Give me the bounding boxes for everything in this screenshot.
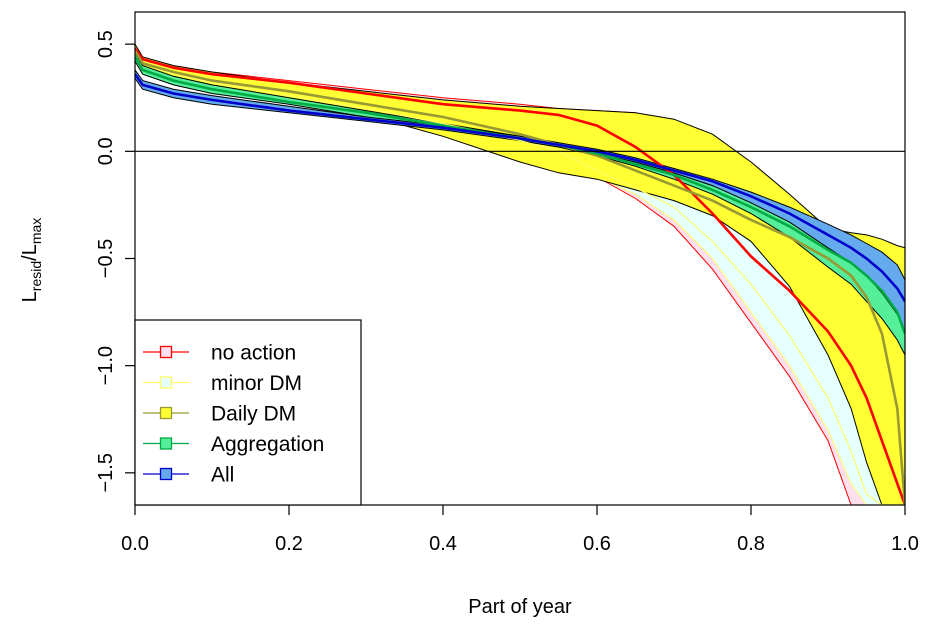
legend-swatch <box>159 467 173 481</box>
legend-label: no action <box>211 342 296 365</box>
legend-item-no-action: no action <box>143 342 296 365</box>
line-minor-dm <box>135 50 905 505</box>
x-tick-label: 0.2 <box>275 533 303 555</box>
x-axis: 0.0 0.2 0.4 0.6 0.8 1.0 <box>121 505 919 555</box>
legend-item-minor-dm: minor DM <box>143 372 302 395</box>
band-daily-dm <box>135 43 905 505</box>
legend-swatch <box>159 376 173 389</box>
y-axis-label-base: L <box>19 291 41 302</box>
x-tick-label: 0.8 <box>737 533 765 555</box>
y-tick-label: −1.5 <box>95 453 117 492</box>
y-axis-label: Lresid/Lmax <box>19 218 44 303</box>
x-tick-label: 0.6 <box>583 533 611 555</box>
legend-label: Daily DM <box>211 403 296 426</box>
line-aggregation <box>135 56 905 334</box>
legend-label: minor DM <box>211 372 302 395</box>
y-tick-label: −1.0 <box>95 346 117 385</box>
y-tick-label: 0.5 <box>95 30 117 58</box>
line-no-action <box>135 47 905 505</box>
legend-label: All <box>211 464 234 487</box>
x-tick-label: 0.0 <box>121 533 149 555</box>
line-daily-dm <box>135 49 905 505</box>
y-axis-label-sub: resid <box>28 261 44 291</box>
x-tick-label: 1.0 <box>891 533 919 555</box>
legend-item-daily-dm: Daily DM <box>143 403 296 426</box>
legend-item-aggregation: Aggregation <box>143 433 324 456</box>
legend-item-all: All <box>143 464 234 487</box>
band-all <box>135 69 905 332</box>
line-all <box>135 73 905 303</box>
legend-label: Aggregation <box>211 433 324 456</box>
y-axis-label-sep: / <box>19 255 41 261</box>
y-axis: −1.5 −1.0 −0.5 0.0 0.5 <box>95 30 135 493</box>
legend-swatch <box>159 345 173 359</box>
y-tick-label: −0.5 <box>95 239 117 278</box>
legend: no action minor DM Daily DM Aggregation All <box>134 319 362 506</box>
y-axis-label-sub2: max <box>28 218 44 244</box>
x-axis-label: Part of year <box>468 596 572 618</box>
legend-swatch <box>159 406 173 420</box>
x-tick-label: 0.4 <box>429 533 457 555</box>
y-tick-label: 0.0 <box>95 137 117 165</box>
center-lines-layer <box>135 47 905 505</box>
legend-swatch <box>159 437 173 450</box>
y-axis-label-base2: L <box>19 244 41 255</box>
